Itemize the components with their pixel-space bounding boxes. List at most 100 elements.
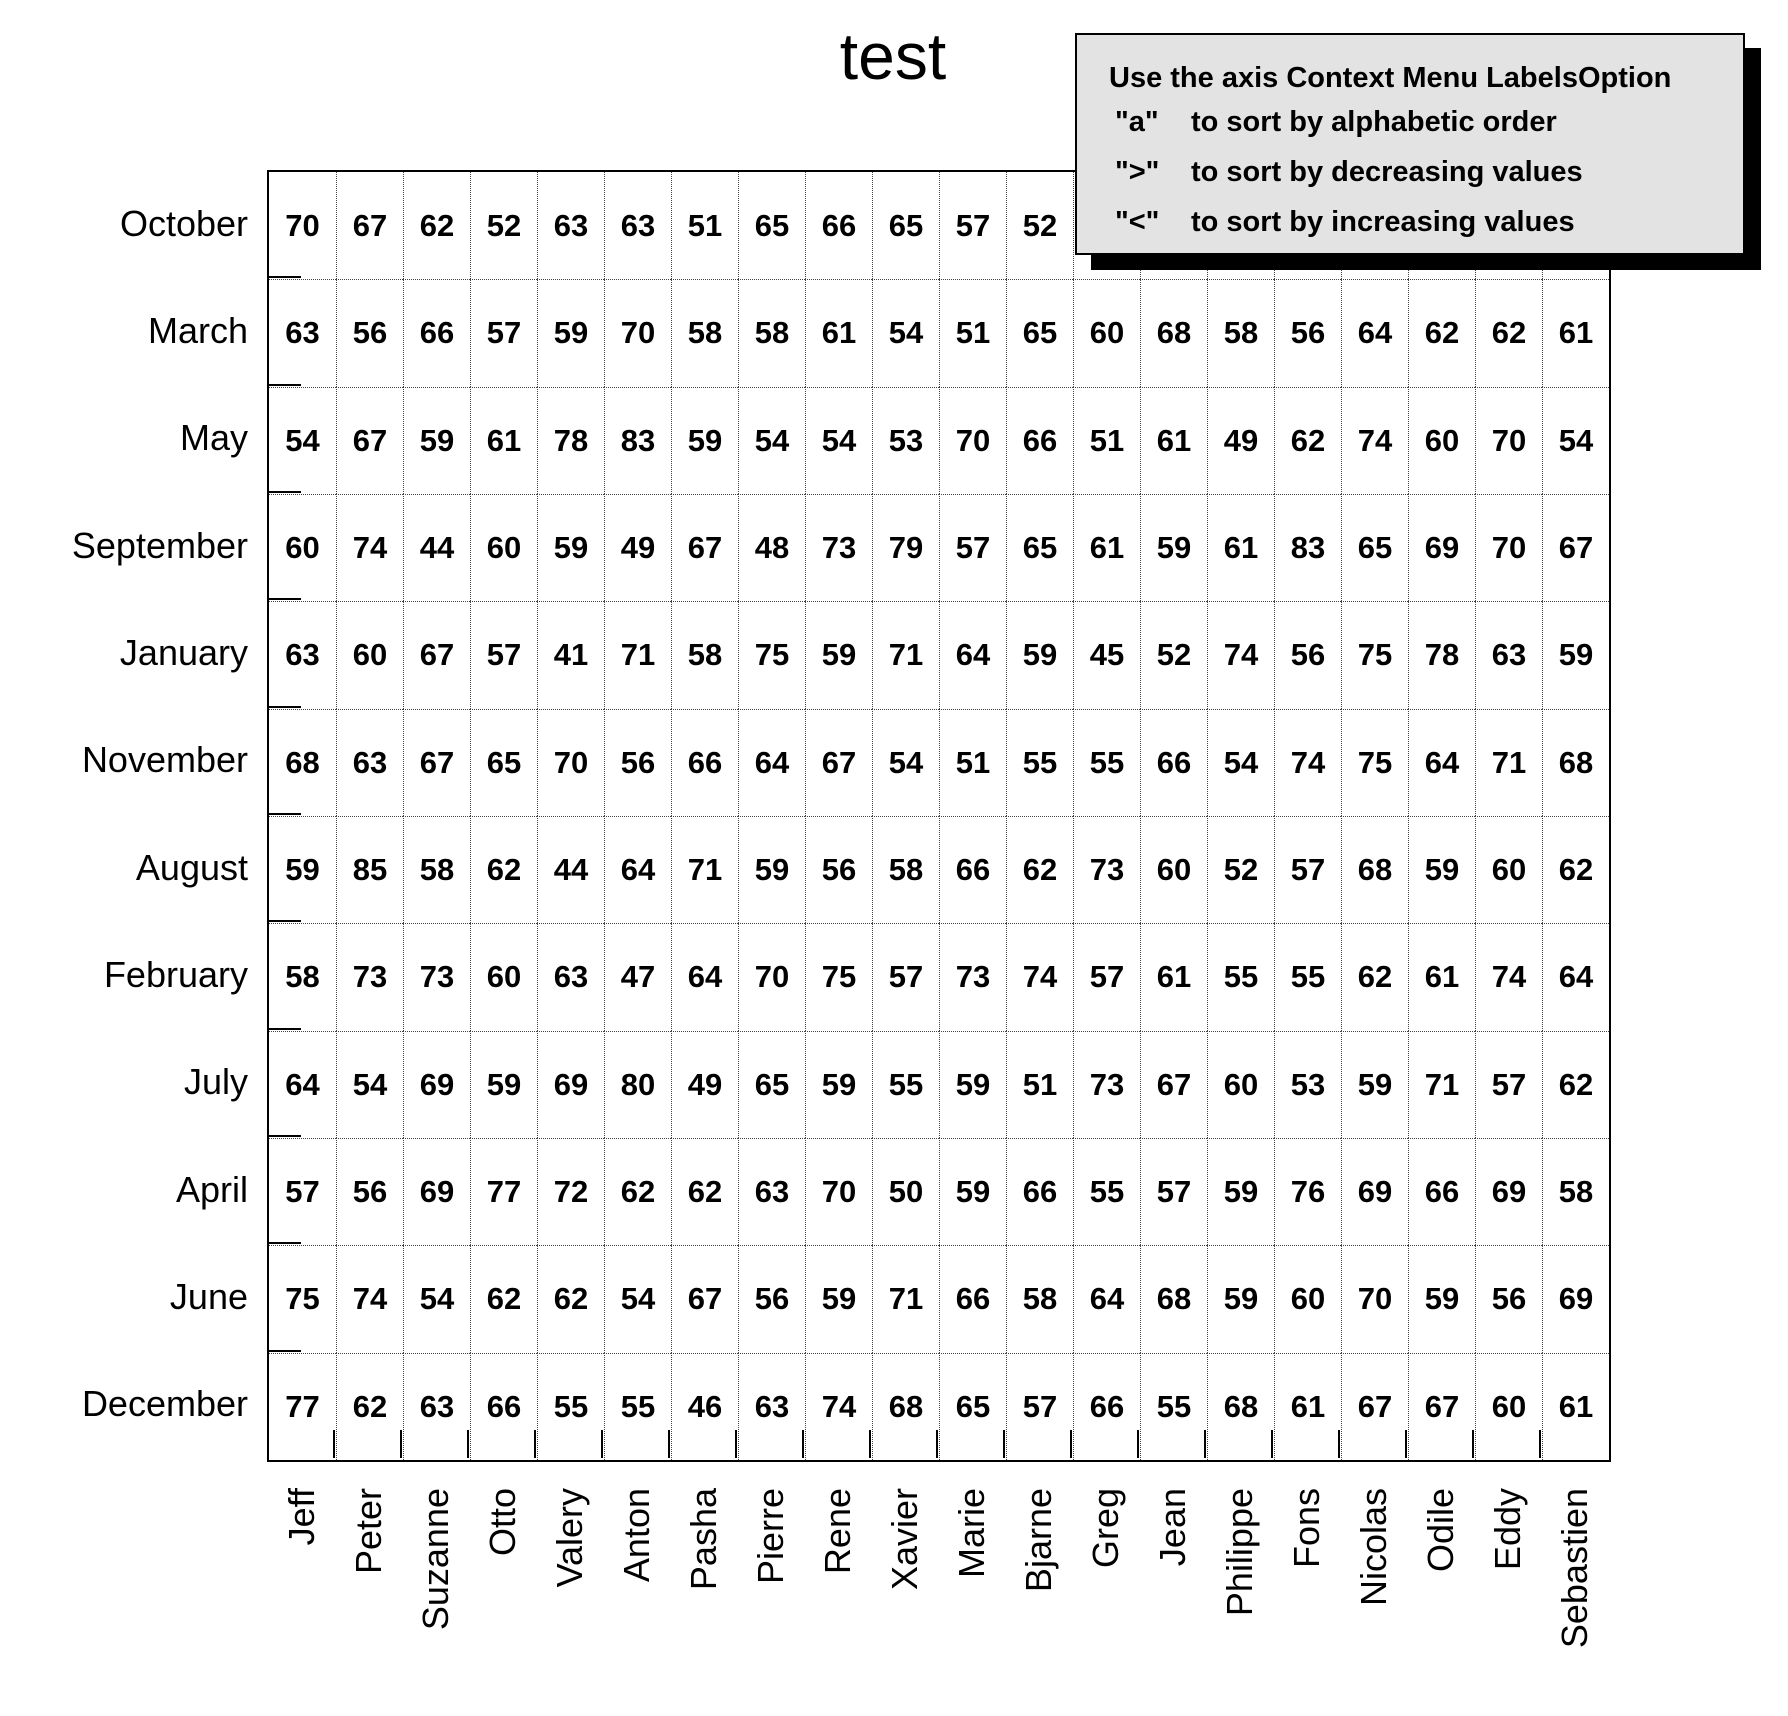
col-label-odile[interactable]: Odile bbox=[1419, 1488, 1461, 1573]
grid-cell-May-Valery: 78 bbox=[537, 386, 604, 494]
grid-cell-June-Xavier: 71 bbox=[872, 1245, 939, 1353]
col-label-fons[interactable]: Fons bbox=[1285, 1488, 1327, 1569]
col-label-peter[interactable]: Peter bbox=[347, 1488, 389, 1575]
row-label-november[interactable]: November bbox=[81, 739, 248, 781]
grid-cell-July-Jeff: 64 bbox=[269, 1030, 336, 1138]
grid-cell-June-Pierre: 56 bbox=[738, 1245, 805, 1353]
grid-cell-January-Fons: 56 bbox=[1274, 601, 1341, 709]
grid-cell-November-Jean: 66 bbox=[1140, 708, 1207, 816]
col-label-rene[interactable]: Rene bbox=[816, 1488, 858, 1575]
col-label-jeff[interactable]: Jeff bbox=[280, 1488, 322, 1546]
grid-cell-November-Peter: 63 bbox=[336, 708, 403, 816]
grid-cell-July-Greg: 73 bbox=[1073, 1030, 1140, 1138]
row-label-august[interactable]: August bbox=[135, 846, 248, 888]
grid-cell-March-Xavier: 54 bbox=[872, 279, 939, 387]
grid-cell-May-Fons: 62 bbox=[1274, 386, 1341, 494]
grid-cell-May-Sebastien: 54 bbox=[1542, 386, 1609, 494]
col-label-xavier[interactable]: Xavier bbox=[883, 1488, 925, 1591]
row-label-march[interactable]: March bbox=[147, 309, 248, 351]
grid-cell-September-Philippe: 61 bbox=[1207, 494, 1274, 602]
grid-cell-June-Marie: 66 bbox=[939, 1245, 1006, 1353]
info-box-key-a: "a" bbox=[1115, 106, 1159, 138]
col-label-nicolas[interactable]: Nicolas bbox=[1352, 1488, 1394, 1607]
grid-cell-February-Anton: 47 bbox=[604, 923, 671, 1031]
grid-cell-April-Eddy: 69 bbox=[1475, 1138, 1542, 1246]
row-label-july[interactable]: July bbox=[183, 1061, 248, 1103]
col-label-eddy[interactable]: Eddy bbox=[1486, 1488, 1528, 1571]
col-label-philippe[interactable]: Philippe bbox=[1218, 1488, 1260, 1617]
col-label-greg[interactable]: Greg bbox=[1084, 1488, 1126, 1569]
row-label-february[interactable]: February bbox=[103, 953, 248, 995]
grid-cell-March-Nicolas: 64 bbox=[1341, 279, 1408, 387]
row-label-january[interactable]: January bbox=[119, 631, 248, 673]
grid-cell-July-Otto: 59 bbox=[470, 1030, 537, 1138]
grid-cell-November-Xavier: 54 bbox=[872, 708, 939, 816]
row-label-june[interactable]: June bbox=[169, 1275, 248, 1317]
col-label-pasha[interactable]: Pasha bbox=[682, 1488, 724, 1591]
grid-cell-April-Marie: 59 bbox=[939, 1138, 1006, 1246]
grid-cell-April-Anton: 62 bbox=[604, 1138, 671, 1246]
grid-cell-January-Valery: 41 bbox=[537, 601, 604, 709]
grid-cell-December-Nicolas: 67 bbox=[1341, 1352, 1408, 1460]
grid-cell-May-Jean: 61 bbox=[1140, 386, 1207, 494]
col-label-anton[interactable]: Anton bbox=[615, 1488, 657, 1583]
grid-cell-July-Jean: 67 bbox=[1140, 1030, 1207, 1138]
grid-cell-September-Nicolas: 65 bbox=[1341, 494, 1408, 602]
grid-cell-July-Eddy: 57 bbox=[1475, 1030, 1542, 1138]
grid-cell-September-Pierre: 48 bbox=[738, 494, 805, 602]
col-label-bjarne[interactable]: Bjarne bbox=[1017, 1488, 1059, 1593]
grid-cell-April-Pierre: 63 bbox=[738, 1138, 805, 1246]
grid-cell-November-Suzanne: 67 bbox=[403, 708, 470, 816]
grid-cell-April-Jean: 57 bbox=[1140, 1138, 1207, 1246]
grid-cell-April-Rene: 70 bbox=[805, 1138, 872, 1246]
grid-cell-April-Sebastien: 58 bbox=[1542, 1138, 1609, 1246]
col-label-sebastien[interactable]: Sebastien bbox=[1553, 1488, 1595, 1649]
col-label-jean[interactable]: Jean bbox=[1151, 1488, 1193, 1567]
row-label-october[interactable]: October bbox=[119, 202, 248, 244]
row-label-december[interactable]: December bbox=[81, 1383, 248, 1425]
grid-cell-January-Rene: 59 bbox=[805, 601, 872, 709]
grid-cell-February-Bjarne: 74 bbox=[1006, 923, 1073, 1031]
grid-cell-August-Peter: 85 bbox=[336, 816, 403, 924]
grid-cell-January-Peter: 60 bbox=[336, 601, 403, 709]
grid-cell-February-Pierre: 70 bbox=[738, 923, 805, 1031]
grid-cell-January-Nicolas: 75 bbox=[1341, 601, 1408, 709]
grid-cell-February-Pasha: 64 bbox=[671, 923, 738, 1031]
grid-cell-December-Pierre: 63 bbox=[738, 1352, 805, 1460]
grid-cell-August-Philippe: 52 bbox=[1207, 816, 1274, 924]
col-label-pierre[interactable]: Pierre bbox=[749, 1488, 791, 1585]
grid-cell-June-Peter: 74 bbox=[336, 1245, 403, 1353]
row-label-september[interactable]: September bbox=[71, 524, 248, 566]
grid-cell-December-Greg: 66 bbox=[1073, 1352, 1140, 1460]
grid-cell-May-Bjarne: 66 bbox=[1006, 386, 1073, 494]
row-label-may[interactable]: May bbox=[179, 417, 248, 459]
grid-cell-September-Xavier: 79 bbox=[872, 494, 939, 602]
grid-cell-December-Philippe: 68 bbox=[1207, 1352, 1274, 1460]
grid-cell-February-Eddy: 74 bbox=[1475, 923, 1542, 1031]
grid-cell-December-Marie: 65 bbox=[939, 1352, 1006, 1460]
grid-cell-June-Suzanne: 54 bbox=[403, 1245, 470, 1353]
col-label-valery[interactable]: Valery bbox=[548, 1488, 590, 1588]
row-label-april[interactable]: April bbox=[175, 1168, 248, 1210]
grid-cell-April-Odile: 66 bbox=[1408, 1138, 1475, 1246]
grid-cell-June-Rene: 59 bbox=[805, 1245, 872, 1353]
col-label-otto[interactable]: Otto bbox=[481, 1488, 523, 1557]
grid-cell-September-Pasha: 67 bbox=[671, 494, 738, 602]
col-label-marie[interactable]: Marie bbox=[950, 1488, 992, 1579]
grid-cell-March-Anton: 70 bbox=[604, 279, 671, 387]
grid-cell-May-Pierre: 54 bbox=[738, 386, 805, 494]
col-label-suzanne[interactable]: Suzanne bbox=[414, 1488, 456, 1631]
grid-cell-February-Rene: 75 bbox=[805, 923, 872, 1031]
grid-cell-June-Pasha: 67 bbox=[671, 1245, 738, 1353]
grid-cell-February-Otto: 60 bbox=[470, 923, 537, 1031]
grid-cell-November-Rene: 67 bbox=[805, 708, 872, 816]
grid-cell-April-Fons: 76 bbox=[1274, 1138, 1341, 1246]
grid-cell-February-Jeff: 58 bbox=[269, 923, 336, 1030]
grid-cell-January-Philippe: 74 bbox=[1207, 601, 1274, 709]
grid-cell-December-Fons: 61 bbox=[1274, 1352, 1341, 1460]
grid-cell-December-Peter: 62 bbox=[336, 1352, 403, 1460]
grid-cell-January-Xavier: 71 bbox=[872, 601, 939, 709]
grid-cell-August-Pierre: 59 bbox=[738, 816, 805, 924]
grid-cell-October-Suzanne: 62 bbox=[403, 172, 470, 280]
